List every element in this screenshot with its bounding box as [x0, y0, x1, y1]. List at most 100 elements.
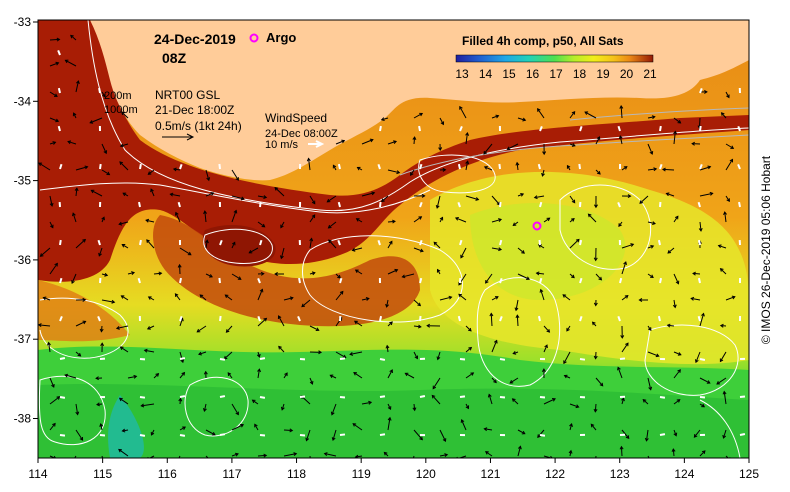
current-vector — [144, 349, 155, 353]
current-vector-head — [404, 372, 409, 377]
current-vector-head — [211, 431, 216, 436]
current-vector-head — [349, 352, 354, 356]
current-vector — [595, 273, 602, 281]
argo-float-marker[interactable] — [532, 221, 542, 231]
current-vector-head — [625, 435, 630, 440]
wind-vector — [59, 277, 63, 284]
orange-tongue — [38, 280, 130, 342]
wind-vector — [59, 239, 62, 246]
current-vector — [153, 373, 159, 379]
current-vector — [254, 424, 259, 431]
current-vector — [461, 419, 467, 431]
current-vector-head — [692, 271, 696, 276]
current-vector-head — [233, 209, 238, 214]
wind-vector — [179, 315, 183, 322]
current-vector — [205, 169, 210, 181]
wind-scale-arrowhead — [315, 140, 325, 148]
current-vector-head — [389, 321, 393, 326]
current-vector-head — [590, 423, 595, 428]
current-vector — [538, 244, 545, 249]
current-vector — [91, 189, 103, 197]
current-vector — [257, 195, 267, 198]
current-vector — [543, 344, 548, 353]
current-vector — [121, 111, 129, 119]
current-vector — [231, 242, 236, 249]
wind-vector — [377, 163, 381, 170]
current-vector-head — [51, 383, 55, 388]
current-vector — [330, 374, 337, 379]
current-vector — [122, 244, 129, 249]
current-vector-head — [677, 369, 681, 373]
current-vector-head — [100, 342, 105, 347]
current-vector — [331, 403, 337, 415]
current-vector-head — [618, 223, 622, 227]
current-vector — [432, 377, 441, 389]
current-vector — [101, 299, 115, 303]
current-vector-head — [440, 121, 445, 126]
current-vector-head — [517, 445, 522, 450]
current-vector — [517, 429, 526, 435]
current-vector-head — [261, 223, 266, 228]
current-vector — [413, 137, 416, 145]
current-vector-head — [672, 304, 677, 309]
colorbar-tick-label: 15 — [502, 67, 516, 81]
wind-label: WindSpeed — [265, 111, 327, 125]
wind-vector — [419, 239, 423, 246]
x-tick-label: 120 — [416, 467, 436, 481]
wind-vector — [379, 395, 386, 398]
current-vector-head — [571, 274, 575, 279]
current-vector-head — [289, 428, 294, 433]
contour-1000m-label: 1000m — [104, 104, 138, 116]
wind-vector — [579, 315, 583, 322]
current-vector-head — [341, 139, 346, 144]
current-vector — [720, 268, 727, 275]
current-vector-head — [315, 327, 320, 332]
current-vector-head — [673, 432, 678, 437]
current-vector — [491, 377, 497, 383]
current-vector-head — [730, 145, 735, 149]
current-vector — [141, 403, 155, 407]
wind-vector — [337, 201, 341, 208]
current-vector-head — [594, 462, 597, 465]
current-vector — [439, 429, 446, 442]
current-vector — [483, 143, 493, 155]
map-time: 08Z — [162, 50, 187, 66]
wind-vector — [537, 315, 541, 322]
wind-vector — [699, 87, 703, 94]
current-vector — [719, 351, 727, 362]
current-vector — [509, 377, 519, 384]
current-vector — [541, 169, 545, 177]
current-vector — [699, 450, 706, 457]
current-vector-head — [263, 453, 268, 458]
current-vector-head — [661, 167, 666, 172]
current-vector-head — [79, 437, 84, 441]
current-vector — [516, 162, 519, 171]
colorbar-tick-label: 13 — [455, 67, 469, 81]
x-tick-label: 122 — [545, 467, 565, 481]
current-vector-head — [621, 397, 625, 402]
current-vector-head — [722, 390, 727, 395]
current-vector — [231, 273, 242, 280]
current-vector-head — [328, 239, 332, 244]
current-vector-head — [121, 111, 125, 116]
current-vector-head — [624, 295, 629, 299]
current-vector — [150, 188, 155, 197]
current-vector-head — [533, 195, 538, 200]
current-vector — [667, 247, 675, 254]
y-tick-label: -36 — [14, 253, 32, 267]
current-vector — [100, 423, 103, 431]
current-vector-head — [665, 192, 670, 197]
current-vector-head — [709, 191, 714, 196]
current-vector-head — [509, 380, 514, 384]
current-vector — [699, 166, 711, 171]
current-vector-head — [311, 200, 316, 205]
current-vector-head — [234, 452, 239, 457]
current-vector-head — [306, 157, 311, 162]
current-vector — [569, 403, 579, 408]
current-vector — [699, 377, 711, 384]
current-vector — [439, 117, 444, 125]
current-vector — [148, 169, 155, 175]
current-vector-head — [593, 204, 598, 209]
current-vector — [724, 211, 727, 223]
current-vector — [249, 247, 259, 254]
